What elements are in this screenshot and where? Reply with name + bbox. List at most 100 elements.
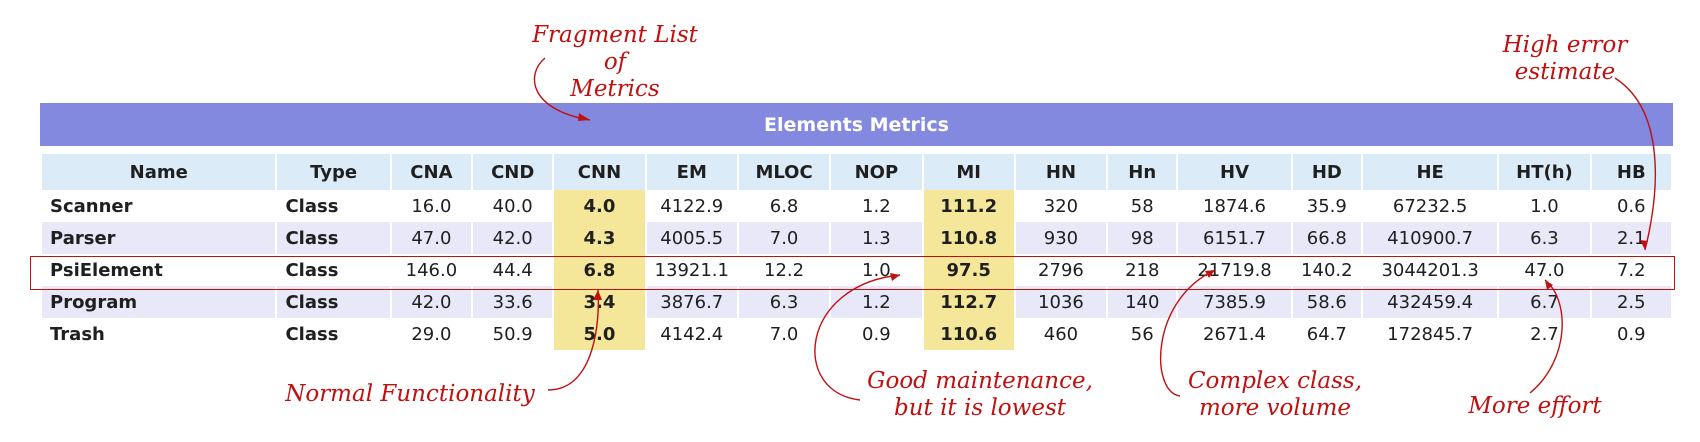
table-cell: Class [277,254,390,286]
table-cell: 3044201.3 [1362,254,1498,286]
table-cell: 410900.7 [1362,222,1498,254]
table-cell: 111.2 [923,190,1014,222]
column-header-hn: Hn [1108,154,1177,190]
table-cell: 12.2 [738,254,830,286]
column-header-he: HE [1362,154,1498,190]
table-cell: 4.3 [554,222,645,254]
table-cell: 320 [1015,190,1107,222]
table-cell: Class [277,190,390,222]
column-header-cnn: CNN [554,154,645,190]
table-cell: 2.5 [1591,286,1671,318]
table-cell: 35.9 [1292,190,1361,222]
psielement-row-highlight [30,256,1675,290]
table-cell: 1.2 [831,190,922,222]
table-cell: 3876.7 [646,286,737,318]
table-cell: 42.0 [391,286,472,318]
annotation-high-error: High error estimate [1502,32,1628,85]
annotation-complex-class: Complex class, more volume [1187,368,1363,421]
table-cell: 5.0 [554,318,645,350]
column-header-nop: NOP [831,154,922,190]
table-cell: 1.2 [831,286,922,318]
table-cell: 460 [1015,318,1107,350]
table-cell: 2.1 [1591,222,1671,254]
table-cell: 98 [1108,222,1177,254]
table-cell: Scanner [42,190,276,222]
annotation-good-maintenance: Good maintenance, but it is lowest [867,368,1093,421]
table-cell: Class [277,318,390,350]
table-cell: 7.0 [738,222,830,254]
table-cell: 33.6 [473,286,553,318]
table-cell: Trash [42,318,276,350]
table-cell: 2671.4 [1178,318,1291,350]
table-cell: Parser [42,222,276,254]
table-cell: PsiElement [42,254,276,286]
table-cell: 47.0 [1499,254,1590,286]
table-cell: 0.9 [1591,318,1671,350]
table-cell: 146.0 [391,254,472,286]
table-cell: 47.0 [391,222,472,254]
table-cell: 6.8 [554,254,645,286]
table-cell: 432459.4 [1362,286,1498,318]
header-row: Name Type CNA CND CNN EM MLOC NOP MI HN Hn HV HD HE HT… [42,154,1671,190]
table-cell: 1.3 [831,222,922,254]
table-cell: 1.0 [1499,190,1590,222]
metrics-table-panel: Elements Metrics Name Type CNA CND CNN EM MLOC… [40,103,1673,350]
table-cell: 4005.5 [646,222,737,254]
table-cell: Class [277,286,390,318]
table-cell: 1874.6 [1178,190,1291,222]
column-header-hv: HV [1178,154,1291,190]
table-cell: 6.3 [1499,222,1590,254]
table-cell: 67232.5 [1362,190,1498,222]
table-row: Program Class 42.0 33.6 3.4 3876.7 6.3 1.2 112.7… [42,286,1671,318]
table-cell: 56 [1108,318,1177,350]
annotation-normal-functionality: Normal Functionality [285,381,535,407]
table-cell: 44.4 [473,254,553,286]
column-header-type: Type [277,154,390,190]
table-cell: 930 [1015,222,1107,254]
annotation-fragment-list: Fragment List of Metrics [532,22,698,102]
column-header-cnd: CND [473,154,553,190]
column-header-name: Name [42,154,276,190]
column-header-mi: MI [923,154,1014,190]
table-cell: 58 [1108,190,1177,222]
table-cell: 2.7 [1499,318,1590,350]
table-row: PsiElement Class 146.0 44.4 6.8 13921.1 12.2 1.… [42,254,1671,286]
table-cell: 1036 [1015,286,1107,318]
table-cell: 16.0 [391,190,472,222]
table-row: Trash Class 29.0 50.9 5.0 4142.4 7.0 0.9 110.6 46… [42,318,1671,350]
table-cell: 97.5 [923,254,1014,286]
annotation-more-effort: More effort [1468,393,1602,419]
table-cell: Program [42,286,276,318]
table-title: Elements Metrics [40,103,1673,146]
table-cell: 58.6 [1292,286,1361,318]
table-cell: 6151.7 [1178,222,1291,254]
table-cell: 40.0 [473,190,553,222]
table-cell: 6.3 [738,286,830,318]
table-cell: 4.0 [554,190,645,222]
column-header-hd: HD [1292,154,1361,190]
table-cell: 0.6 [1591,190,1671,222]
table-row: Parser Class 47.0 42.0 4.3 4005.5 7.0 1.3 110.8 9… [42,222,1671,254]
table-cell: 140.2 [1292,254,1361,286]
table-cell: 6.7 [1499,286,1590,318]
table-cell: 172845.7 [1362,318,1498,350]
table-cell: 42.0 [473,222,553,254]
table-row: Scanner Class 16.0 40.0 4.0 4122.9 6.8 1.2 111.2… [42,190,1671,222]
table-cell: 140 [1108,286,1177,318]
metrics-table: Name Type CNA CND CNN EM MLOC NOP MI HN Hn HV HD HE HT… [40,154,1673,350]
table-cell: 29.0 [391,318,472,350]
table-cell: Class [277,222,390,254]
column-header-cna: CNA [391,154,472,190]
table-cell: 110.6 [923,318,1014,350]
table-cell: 2796 [1015,254,1107,286]
table-cell: 7385.9 [1178,286,1291,318]
column-header-ht-h: HT(h) [1499,154,1590,190]
table-cell: 66.8 [1292,222,1361,254]
column-header-hb: HB [1591,154,1671,190]
table-cell: 64.7 [1292,318,1361,350]
table-cell: 7.2 [1591,254,1671,286]
table-cell: 3.4 [554,286,645,318]
table-cell: 112.7 [923,286,1014,318]
table-cell: 4122.9 [646,190,737,222]
table-cell: 4142.4 [646,318,737,350]
